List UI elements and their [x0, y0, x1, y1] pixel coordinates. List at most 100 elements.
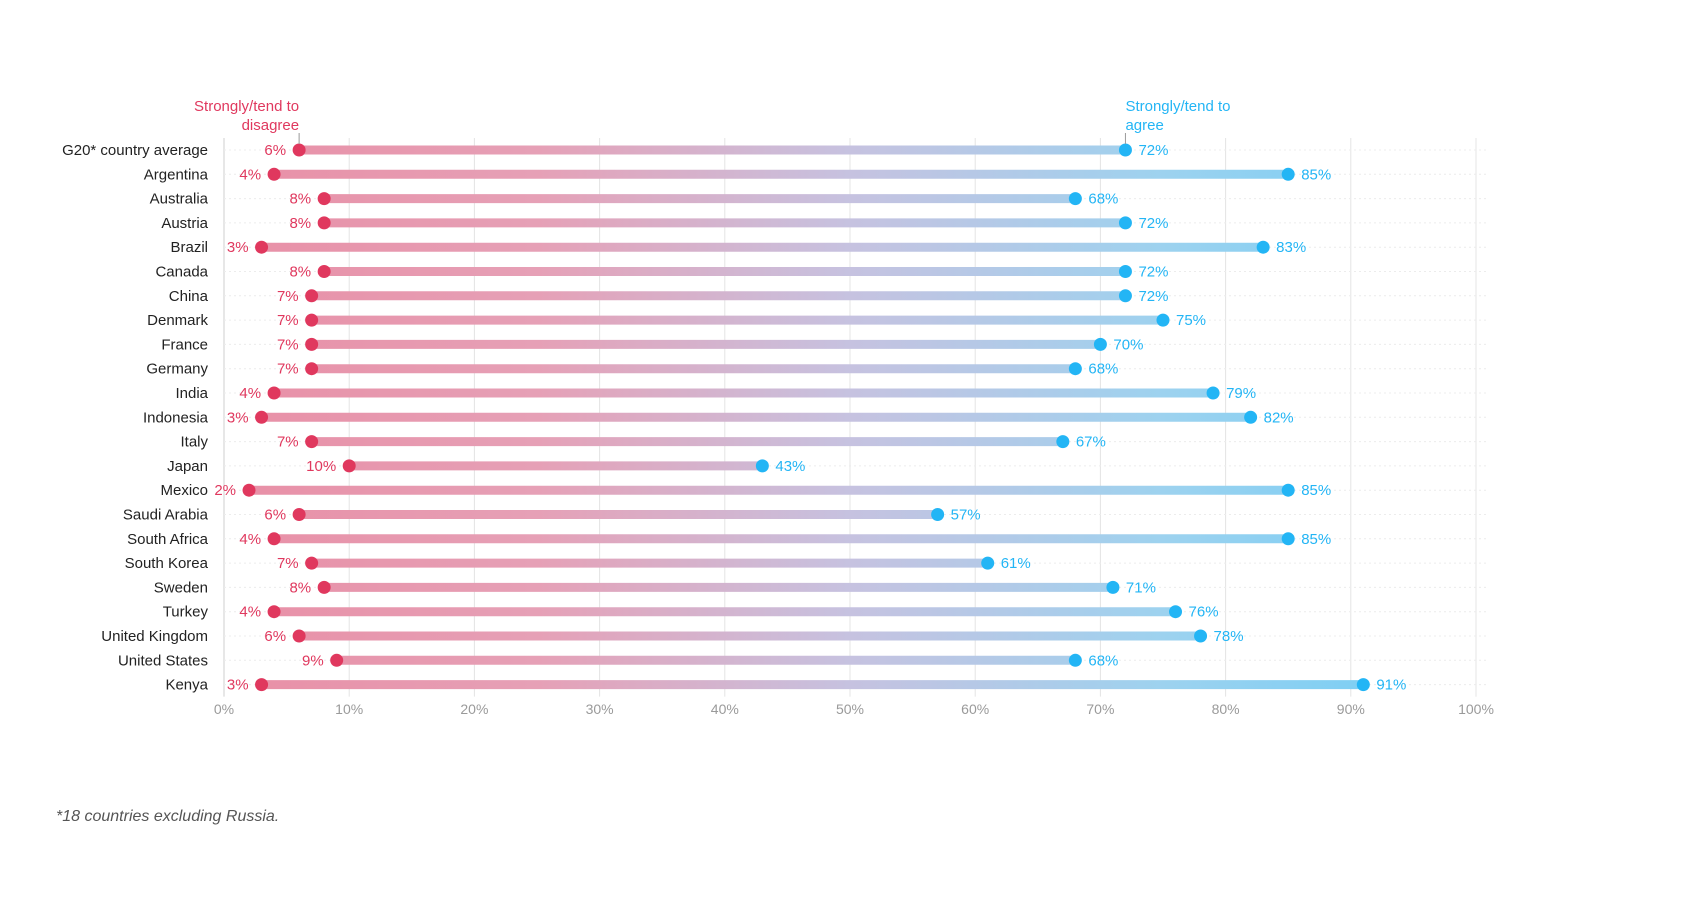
agree-point — [1069, 654, 1082, 667]
row-sweden: Sweden 8% 71% — [154, 579, 1156, 596]
agree-series-label-line2: agree — [1125, 117, 1163, 134]
disagree-value-label: 10% — [306, 458, 336, 475]
row-indonesia: Indonesia 3% 82% — [143, 409, 1294, 426]
category-label: France — [161, 336, 208, 353]
disagree-point — [305, 435, 318, 448]
agree-value-label: 43% — [775, 458, 805, 475]
agree-value-label: 68% — [1088, 361, 1118, 378]
x-tick-label: 30% — [586, 701, 614, 717]
row-argentina: Argentina 4% 85% — [144, 166, 1331, 183]
agree-value-label: 68% — [1088, 191, 1118, 208]
disagree-point — [343, 459, 356, 472]
row-australia: Australia 8% 68% — [150, 191, 1119, 208]
agree-value-label: 78% — [1214, 628, 1244, 645]
category-label: United States — [118, 652, 208, 669]
category-label: China — [169, 288, 209, 305]
series-annotations: Strongly/tend to disagree Strongly/tend to… — [194, 98, 1230, 144]
row-italy: Italy 7% 67% — [180, 434, 1105, 451]
agree-point — [1119, 216, 1132, 229]
row-austria: Austria 8% 72% — [161, 215, 1168, 232]
agree-point — [756, 459, 769, 472]
category-label: Canada — [155, 264, 208, 281]
disagree-value-label: 6% — [264, 628, 286, 645]
row-south-africa: South Africa 4% 85% — [127, 531, 1331, 548]
disagree-point — [318, 192, 331, 205]
agree-point — [1094, 338, 1107, 351]
category-label: Brazil — [170, 239, 208, 256]
row-g20-country-average: G20* country average 6% 72% — [62, 142, 1168, 159]
chart-canvas: G20* country average 6% 72%Argentina 4% 85%A… — [0, 0, 1706, 898]
agree-value-label: 57% — [951, 507, 981, 524]
row-united-states: United States 9% 68% — [118, 652, 1118, 669]
category-label: Mexico — [160, 482, 208, 499]
agree-point — [1157, 314, 1170, 327]
x-tick-label: 20% — [460, 701, 488, 717]
disagree-point — [255, 678, 268, 691]
disagree-point — [293, 630, 306, 643]
category-label: Turkey — [163, 604, 209, 621]
agree-value-label: 72% — [1138, 215, 1168, 232]
disagree-value-label: 4% — [239, 531, 261, 548]
disagree-value-label: 7% — [277, 434, 299, 451]
agree-value-label: 70% — [1113, 336, 1143, 353]
agree-value-label: 72% — [1138, 288, 1168, 305]
agree-point — [1282, 532, 1295, 545]
disagree-point — [305, 314, 318, 327]
agree-value-label: 82% — [1264, 409, 1294, 426]
disagree-value-label: 4% — [239, 604, 261, 621]
disagree-point — [268, 387, 281, 400]
disagree-value-label: 3% — [227, 409, 249, 426]
row-kenya: Kenya 3% 91% — [165, 677, 1406, 694]
agree-point — [1119, 265, 1132, 278]
category-label: G20* country average — [62, 142, 208, 159]
agree-value-label: 72% — [1138, 264, 1168, 281]
x-tick-label: 70% — [1086, 701, 1114, 717]
disagree-value-label: 7% — [277, 288, 299, 305]
agree-value-label: 68% — [1088, 652, 1118, 669]
agree-value-label: 71% — [1126, 579, 1156, 596]
disagree-point — [305, 289, 318, 302]
category-label: South Africa — [127, 531, 209, 548]
disagree-value-label: 6% — [264, 507, 286, 524]
row-germany: Germany 7% 68% — [146, 361, 1118, 378]
category-label: Argentina — [144, 166, 209, 183]
x-tick-label: 60% — [961, 701, 989, 717]
rows: G20* country average 6% 72%Argentina 4% 85%A… — [62, 142, 1406, 694]
disagree-series-label-line1: Strongly/tend to — [194, 98, 299, 115]
agree-point — [1069, 192, 1082, 205]
agree-point — [1207, 387, 1220, 400]
disagree-point — [318, 581, 331, 594]
agree-point — [931, 508, 944, 521]
disagree-point — [305, 557, 318, 570]
footnote: *18 countries excluding Russia. — [56, 808, 279, 826]
category-label: Denmark — [147, 312, 208, 329]
agree-value-label: 85% — [1301, 531, 1331, 548]
row-saudi-arabia: Saudi Arabia 6% 57% — [123, 507, 981, 524]
row-brazil: Brazil 3% 83% — [170, 239, 1306, 256]
agree-value-label: 85% — [1301, 166, 1331, 183]
agree-point — [1119, 144, 1132, 157]
x-axis: 0% 10% 20% 30% 40% 50% 60% 70% 80% 90% 100% — [214, 701, 1494, 717]
agree-point — [981, 557, 994, 570]
category-label: Kenya — [165, 677, 208, 694]
agree-point — [1282, 168, 1295, 181]
row-china: China 7% 72% — [169, 288, 1169, 305]
dumbbell-chart: G20* country average 6% 72% Argentina 4% 85% A… — [0, 0, 1706, 898]
disagree-value-label: 8% — [289, 191, 311, 208]
agree-value-label: 72% — [1138, 142, 1168, 159]
agree-point — [1244, 411, 1257, 424]
x-tick-label: 0% — [214, 701, 234, 717]
disagree-point — [268, 532, 281, 545]
agree-point — [1194, 630, 1207, 643]
agree-value-label: 76% — [1189, 604, 1219, 621]
disagree-series-label-line2: disagree — [242, 117, 300, 134]
agree-value-label: 67% — [1076, 434, 1106, 451]
row-france: France 7% 70% — [161, 336, 1143, 353]
x-tick-label: 90% — [1337, 701, 1365, 717]
category-label: Indonesia — [143, 409, 209, 426]
agree-point — [1357, 678, 1370, 691]
disagree-value-label: 8% — [289, 264, 311, 281]
disagree-value-label: 3% — [227, 239, 249, 256]
agree-point — [1282, 484, 1295, 497]
disagree-point — [255, 241, 268, 254]
